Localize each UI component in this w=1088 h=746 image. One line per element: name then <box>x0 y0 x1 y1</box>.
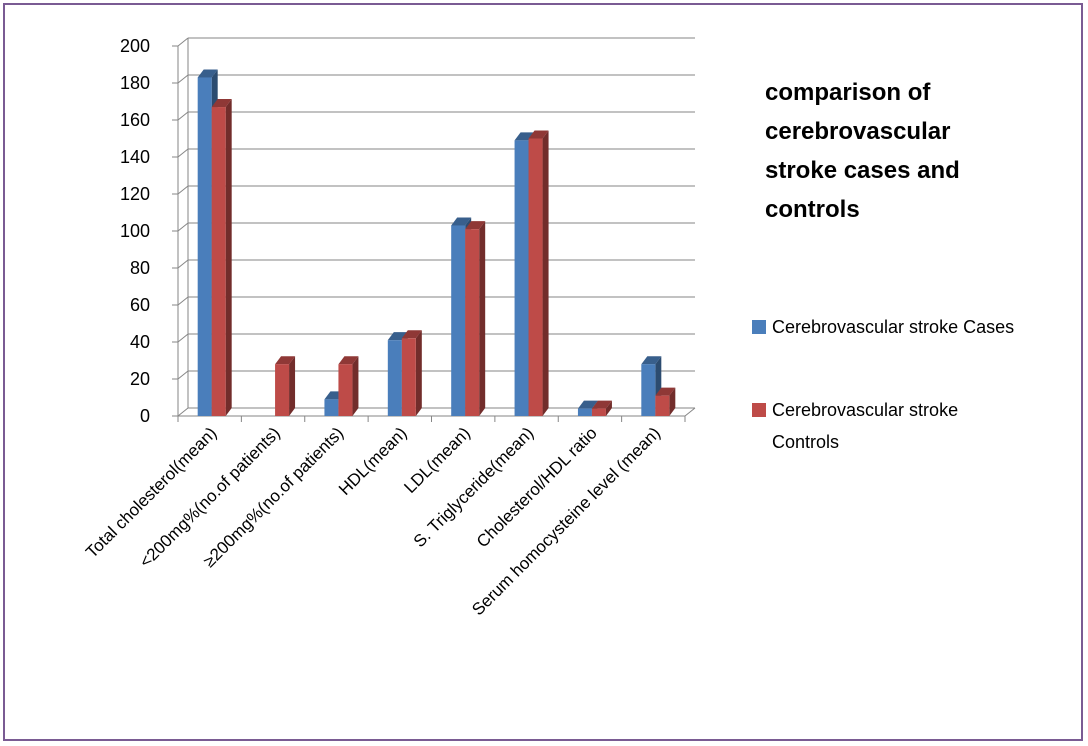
chart-title-line: stroke cases and <box>765 157 960 184</box>
bar-front <box>655 395 670 416</box>
x-category-labels: Total cholesterol(mean)<200mg%(no.of pat… <box>82 423 664 619</box>
y-tick-label: 100 <box>120 221 150 241</box>
bar-top <box>338 356 359 365</box>
bar-top <box>451 217 472 226</box>
bar-controls <box>275 356 296 416</box>
gridline-depth <box>177 333 189 343</box>
bar-controls <box>465 221 486 416</box>
bar-top <box>465 221 486 230</box>
bar-side <box>352 356 359 416</box>
chart-title-line: controls <box>765 196 860 223</box>
bar-side <box>415 330 422 416</box>
bar-top <box>528 130 549 139</box>
bar-controls <box>591 400 612 416</box>
chart-title-line: cerebrovascular <box>765 118 950 145</box>
bar-top <box>197 69 218 78</box>
bar-front <box>338 364 353 416</box>
y-tick-label: 200 <box>120 36 150 56</box>
x-category-label: S. Triglyceride(mean) <box>410 423 538 551</box>
gridline-depth <box>177 222 189 232</box>
x-category-label: HDL(mean) <box>335 423 411 499</box>
gridline-depth <box>177 185 189 195</box>
bar-front <box>211 107 226 417</box>
bar-front <box>577 408 592 416</box>
legend-swatch <box>752 320 766 334</box>
bar-top <box>591 400 612 409</box>
bars <box>197 69 676 417</box>
bar-top <box>655 387 676 396</box>
bar-front <box>465 229 480 416</box>
gridline-depth <box>177 37 189 47</box>
axes <box>172 38 696 422</box>
chart-title: comparison of cerebrovascular stroke cases… <box>765 79 960 223</box>
bar-front <box>324 399 339 416</box>
y-tick-label: 160 <box>120 110 150 130</box>
bar-side <box>605 400 612 416</box>
y-tick-label: 20 <box>130 369 150 389</box>
chart-title-line: comparison of <box>765 79 931 106</box>
y-tick-label: 60 <box>130 295 150 315</box>
bar-top <box>275 356 296 365</box>
bar-front <box>387 340 402 416</box>
x-category-label: Cholesterol/HDL ratio <box>473 423 601 551</box>
bar-controls <box>211 99 232 417</box>
gridline-depth <box>177 407 189 417</box>
bar-top <box>211 99 232 108</box>
gridline-depth <box>177 74 189 84</box>
y-tick-labels: 0 20 40 60 80 100 120 140 160 180 200 <box>120 36 150 426</box>
bar-controls <box>655 387 676 416</box>
bar-side <box>289 356 296 416</box>
gridline-depth <box>177 111 189 121</box>
y-tick-label: 40 <box>130 332 150 352</box>
bar-top <box>577 400 598 409</box>
legend: Cerebrovascular stroke Cases Cerebrovascu… <box>752 317 1014 452</box>
bar-front <box>591 408 606 416</box>
bar-front <box>528 138 543 416</box>
legend-swatch <box>752 403 766 417</box>
gridline-depth <box>177 370 189 380</box>
y-tick-label: 120 <box>120 184 150 204</box>
legend-label: Cerebrovascular stroke Cases <box>772 317 1014 337</box>
bar-top <box>401 330 422 339</box>
bar-controls <box>401 330 422 416</box>
bar-side <box>669 387 676 416</box>
y-tick-label: 140 <box>120 147 150 167</box>
gridline-depth <box>177 259 189 269</box>
bar-controls <box>338 356 359 416</box>
y-tick-label: 80 <box>130 258 150 278</box>
bar-front <box>514 140 529 416</box>
x-category-label: Total cholesterol(mean) <box>82 423 220 561</box>
floor-edge <box>684 407 696 417</box>
gridline-depth <box>177 148 189 158</box>
gridlines <box>177 37 695 417</box>
gridline-depth <box>177 296 189 306</box>
y-tick-label: 180 <box>120 73 150 93</box>
legend-label: Cerebrovascular stroke <box>772 400 958 420</box>
bar-side <box>479 221 486 416</box>
bar-front <box>401 338 416 416</box>
bar-front <box>451 225 466 416</box>
bar-front <box>275 364 290 416</box>
bar-front <box>641 364 656 416</box>
bar-controls <box>528 130 549 416</box>
bar-side <box>225 99 232 417</box>
bar-top <box>641 356 662 365</box>
y-tick-label: 0 <box>140 406 150 426</box>
bar-side <box>542 130 549 416</box>
bar-front <box>197 77 212 416</box>
legend-label: Controls <box>772 432 839 452</box>
